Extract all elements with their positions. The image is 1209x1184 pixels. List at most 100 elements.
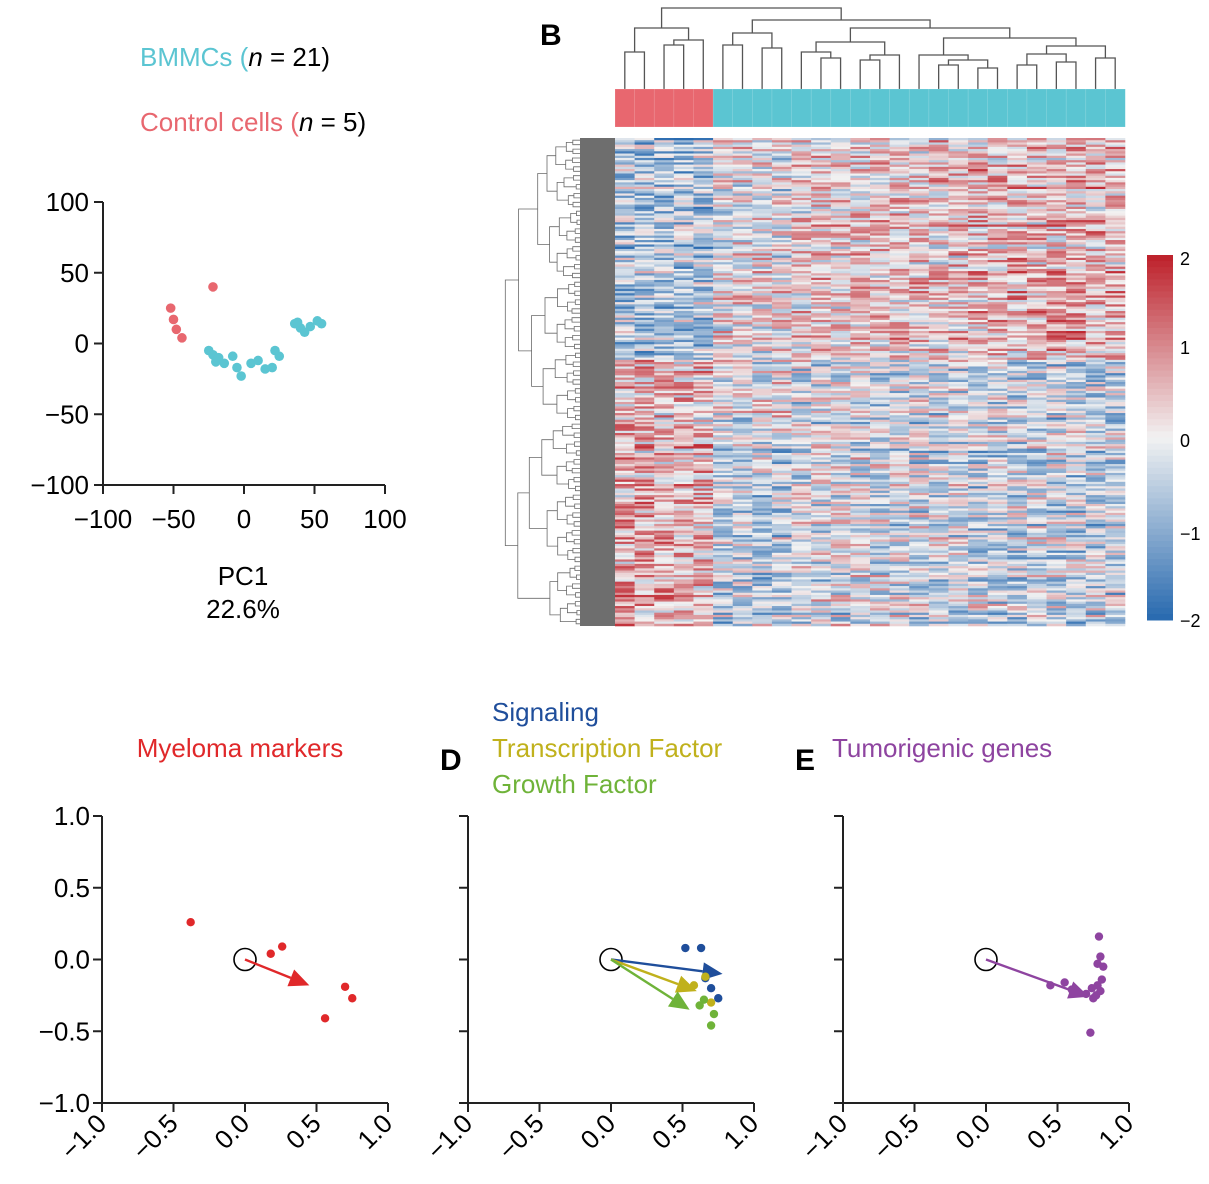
heatmap-cell [1105, 512, 1126, 516]
heatmap-cell [987, 206, 1008, 210]
heatmap-cell [634, 470, 655, 474]
heatmap-cell [615, 373, 635, 376]
heatmap-cell [693, 510, 714, 514]
heatmap-cell [909, 537, 930, 540]
heatmap-cell [615, 173, 635, 177]
heatmap-cell [1066, 173, 1087, 177]
heatmap-cell [1105, 246, 1126, 250]
heatmap-cell [1105, 506, 1126, 509]
heatmap-cell [968, 388, 988, 392]
heatmap-cell [654, 484, 675, 487]
heatmap-cell [987, 160, 1008, 163]
heatmap-cell [634, 191, 655, 194]
heatmap-cell [752, 211, 773, 214]
heatmap-cell [1105, 448, 1126, 452]
heatmap-cell [830, 224, 851, 228]
heatmap-cell [615, 322, 635, 325]
heatmap-cell [791, 202, 812, 205]
heatmap-cell [889, 506, 910, 509]
heatmap-cell [791, 244, 812, 247]
heatmap-cell [673, 180, 694, 183]
heatmap-cell [752, 169, 773, 172]
heatmap-cell [1105, 138, 1126, 141]
heatmap-cell [791, 217, 812, 221]
heatmap-cell [830, 333, 851, 336]
heatmap-cell [732, 495, 753, 498]
heatmap-cell [634, 330, 655, 334]
heatmap-cell [948, 424, 969, 427]
heatmap-cell [615, 350, 635, 354]
heatmap-cell [830, 237, 851, 241]
heatmap-cell [1105, 415, 1126, 418]
heatmap-cell [1085, 404, 1106, 407]
heatmap-cell [634, 166, 655, 170]
heatmap-cell [752, 197, 773, 201]
heatmap-cell [791, 355, 812, 358]
heatmap-cell [693, 319, 714, 323]
heatmap-cell [948, 253, 969, 256]
heatmap-cell [948, 501, 969, 505]
heatmap-cell [987, 417, 1008, 421]
heatmap-cell [889, 155, 910, 159]
heatmap-cell [889, 313, 910, 316]
heatmap-cell [1066, 313, 1087, 316]
heatmap-cell [948, 175, 969, 179]
heatmap-cell [634, 182, 655, 185]
heatmap-cell [713, 433, 733, 436]
heatmap-cell [673, 333, 694, 336]
heatmap-cell [1007, 393, 1028, 396]
heatmap-cell [968, 306, 988, 310]
heatmap-cell [968, 313, 988, 316]
heatmap-cell [1026, 479, 1047, 483]
heatmap-cell [713, 226, 733, 230]
heatmap-cell [654, 379, 675, 383]
heatmap-cell [634, 304, 655, 307]
heatmap-cell [889, 304, 910, 307]
heatmap-cell [732, 333, 753, 336]
heatmap-cell [968, 211, 988, 214]
heatmap-cell [771, 180, 792, 183]
heatmap-cell [928, 424, 949, 427]
heatmap-cell [811, 164, 832, 168]
heatmap-cell [1026, 189, 1047, 192]
heatmap-cell [1007, 435, 1028, 438]
heatmap-cell [1066, 399, 1087, 403]
heatmap-cell [713, 368, 733, 372]
heatmap-cell [732, 195, 753, 199]
heatmap-cell [948, 530, 969, 534]
heatmap-cell [752, 428, 773, 432]
heatmap-cell [909, 484, 930, 487]
heatmap-cell [909, 506, 930, 509]
heatmap-cell [811, 313, 832, 316]
heatmap-cell [1046, 510, 1067, 514]
heatmap-cell [850, 162, 871, 165]
heatmap-cell [889, 537, 910, 540]
heatmap-cell [713, 160, 733, 163]
heatmap-cell [693, 415, 714, 418]
heatmap-cell [870, 424, 890, 427]
heatmap-cell [850, 348, 871, 352]
heatmap-cell [830, 257, 851, 261]
heatmap-cell [870, 220, 890, 223]
heatmap-cell [1105, 328, 1126, 332]
heatmap-cell [713, 306, 733, 310]
heatmap-cell [870, 319, 890, 323]
heatmap-cell [928, 166, 949, 170]
heatmap-cell [968, 273, 988, 276]
heatmap-cell [693, 206, 714, 210]
heatmap-cell [654, 153, 675, 157]
heatmap-cell [850, 262, 871, 265]
heatmap-cell [928, 350, 949, 354]
heatmap-cell [928, 288, 949, 292]
heatmap-cell [909, 415, 930, 418]
heatmap-cell [615, 242, 635, 245]
heatmap-cell [752, 379, 773, 383]
heatmap-cell [791, 339, 812, 343]
heatmap-cell [713, 233, 733, 236]
heatmap-cell [713, 215, 733, 219]
heatmap-cell [713, 175, 733, 179]
heatmap-cell [1007, 426, 1028, 429]
heatmap-cell [987, 457, 1008, 460]
heatmap-cell [615, 215, 635, 219]
heatmap-cell [1007, 555, 1028, 558]
